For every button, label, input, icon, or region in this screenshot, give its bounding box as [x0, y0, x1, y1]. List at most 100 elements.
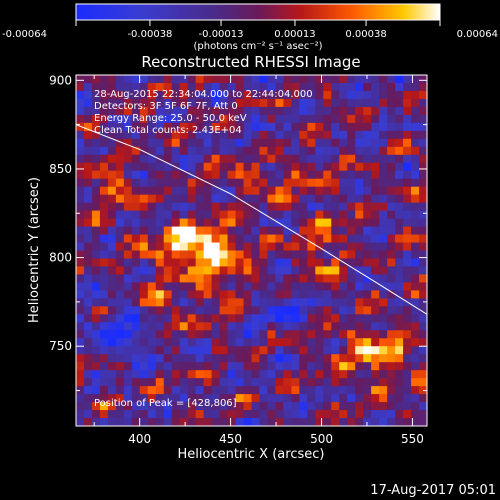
- heatmap-cell: [243, 130, 253, 140]
- heatmap-cell: [347, 362, 356, 371]
- heatmap-cell: [179, 410, 189, 419]
- heatmap-cell: [219, 242, 229, 252]
- heatmap-cell: [107, 418, 117, 426]
- heatmap-cell: [299, 314, 308, 323]
- heatmap-cell: [243, 106, 253, 116]
- heatmap-cell: [76, 106, 85, 116]
- heatmap-cell: [179, 218, 189, 228]
- heatmap-cell: [99, 122, 109, 132]
- heatmap-cell: [147, 282, 157, 291]
- heatmap-cell: [395, 90, 404, 100]
- heatmap-cell: [171, 266, 181, 276]
- heatmap-cell: [91, 386, 101, 395]
- heatmap-cell: [243, 250, 253, 260]
- heatmap-cell: [163, 298, 173, 307]
- heatmap-cell: [395, 162, 404, 172]
- heatmap-cell: [411, 298, 420, 307]
- heatmap-cell: [371, 202, 380, 212]
- heatmap-cell: [363, 290, 372, 299]
- heatmap-cell: [419, 90, 427, 100]
- heatmap-cell: [275, 75, 285, 84]
- heatmap-cell: [387, 218, 396, 228]
- heatmap-cell: [147, 122, 157, 132]
- heatmap-cell: [211, 234, 221, 244]
- heatmap-cell: [299, 226, 308, 236]
- axis-tick-marks: [76, 75, 427, 426]
- heatmap-cell: [139, 90, 149, 100]
- heatmap-cell: [299, 362, 308, 371]
- heatmap-cell: [291, 346, 300, 355]
- heatmap-cell: [387, 378, 396, 387]
- heatmap-cell: [395, 178, 404, 188]
- heatmap-cell: [379, 346, 388, 355]
- heatmap-cell: [323, 194, 332, 204]
- heatmap-cell: [347, 98, 356, 108]
- heatmap-cell: [155, 75, 165, 84]
- heatmap-cell: [227, 250, 237, 260]
- heatmap-cell: [259, 178, 269, 188]
- heatmap-cell: [347, 234, 356, 244]
- heatmap-cell: [139, 386, 149, 395]
- heatmap-cell: [259, 322, 269, 331]
- heatmap-cell: [115, 370, 125, 379]
- heatmap-cell: [131, 290, 141, 299]
- heatmap-cell: [139, 330, 149, 339]
- heatmap-cell: [339, 130, 348, 140]
- heatmap-cell: [387, 290, 396, 299]
- heatmap-cell: [379, 146, 388, 156]
- heatmap-cell: [395, 106, 404, 116]
- heatmap-cell: [91, 314, 101, 323]
- heatmap-cell: [187, 306, 197, 315]
- heatmap-cell: [347, 274, 356, 284]
- heatmap-cell: [76, 386, 85, 395]
- heatmap-cell: [267, 75, 277, 84]
- heatmap-cell: [275, 178, 285, 188]
- heatmap-cell: [259, 402, 269, 411]
- heatmap-cell: [299, 122, 308, 132]
- heatmap-cell: [163, 306, 173, 315]
- heatmap-cell: [379, 258, 388, 268]
- heatmap-cell: [147, 226, 157, 236]
- heatmap-cell: [179, 282, 189, 291]
- heatmap-cell: [347, 75, 356, 84]
- heatmap-cell: [123, 154, 133, 164]
- heatmap-cell: [99, 298, 109, 307]
- heatmap-cell: [203, 186, 213, 196]
- heatmap-cell: [179, 314, 189, 323]
- heatmap-cell: [315, 338, 324, 347]
- heatmap-cell: [171, 290, 181, 299]
- heatmap-cell: [243, 378, 253, 387]
- heatmap-cell: [123, 75, 133, 84]
- heatmap-cell: [323, 250, 332, 260]
- heatmap-cell: [387, 146, 396, 156]
- heatmap-cell: [251, 394, 261, 403]
- heatmap-cells: [76, 75, 427, 426]
- heatmap-cell: [187, 274, 197, 284]
- heatmap-cell: [76, 194, 85, 204]
- heatmap-cell: [219, 170, 229, 180]
- heatmap-cell: [211, 338, 221, 347]
- heatmap-cell: [195, 138, 205, 148]
- heatmap-cell: [147, 75, 157, 84]
- heatmap-cell: [91, 210, 101, 220]
- heatmap-cell: [131, 146, 141, 156]
- heatmap-cell: [203, 146, 213, 156]
- heatmap-cell: [347, 122, 356, 132]
- heatmap-cell: [99, 178, 109, 188]
- heatmap-cell: [323, 186, 332, 196]
- heatmap-cell: [179, 138, 189, 148]
- heatmap-cell: [139, 114, 149, 124]
- heatmap-cell: [275, 346, 285, 355]
- heatmap-cell: [259, 314, 269, 323]
- heatmap-cell: [251, 330, 261, 339]
- heatmap-cell: [395, 202, 404, 212]
- heatmap-cell: [227, 226, 237, 236]
- heatmap-cell: [115, 266, 125, 276]
- heatmap-cell: [203, 234, 213, 244]
- heatmap-cell: [419, 138, 427, 148]
- heatmap-cell: [195, 298, 205, 307]
- heatmap-cell: [139, 314, 149, 323]
- heatmap-cell: [331, 106, 340, 116]
- heatmap-cell: [395, 130, 404, 140]
- heatmap-cell: [315, 394, 324, 403]
